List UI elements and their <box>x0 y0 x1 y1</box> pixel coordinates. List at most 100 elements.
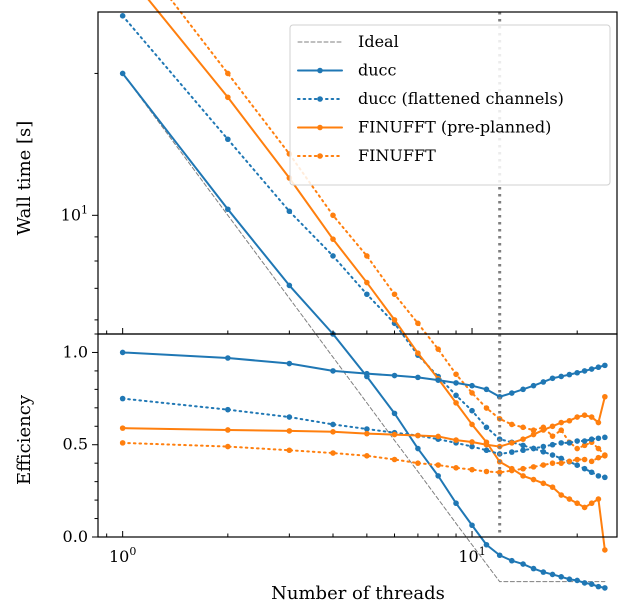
data-point-wall-time-1-6 <box>415 445 421 452</box>
data-point-wall-time-1-22 <box>595 583 602 590</box>
data-point-efficiency-0-5 <box>391 372 398 379</box>
data-point-wall-time-1-19 <box>574 577 580 584</box>
data-point-wall-time-4-20 <box>581 442 588 449</box>
data-point-efficiency-1-0 <box>119 395 126 402</box>
data-point-efficiency-2-8 <box>453 437 459 443</box>
data-point-efficiency-3-16 <box>549 460 556 466</box>
data-point-wall-time-3-9 <box>469 421 475 428</box>
legend-label-4: FINUFFT <box>358 146 436 165</box>
data-point-efficiency-3-8 <box>453 465 459 471</box>
data-point-wall-time-4-14 <box>530 427 537 434</box>
data-point-efficiency-3-20 <box>581 456 588 463</box>
data-point-wall-time-2-3 <box>330 253 336 259</box>
data-point-wall-time-1-7 <box>435 473 441 479</box>
data-point-wall-time-4-16 <box>549 433 556 439</box>
data-point-wall-time-2-8 <box>453 392 459 399</box>
data-point-efficiency-0-3 <box>330 368 336 374</box>
data-point-efficiency-0-18 <box>566 371 573 378</box>
data-point-wall-time-2-22 <box>595 473 602 479</box>
data-point-efficiency-3-14 <box>530 464 537 470</box>
data-point-wall-time-3-21 <box>588 500 595 507</box>
data-point-efficiency-0-7 <box>435 377 441 383</box>
data-point-wall-time-2-15 <box>540 448 547 455</box>
legend-marker-1 <box>317 67 323 74</box>
data-point-efficiency-2-9 <box>469 439 475 445</box>
series-line-efficiency-2 <box>121 395 606 448</box>
data-point-efficiency-0-1 <box>225 355 231 361</box>
axes-frame-efficiency <box>97 333 618 538</box>
data-point-efficiency-1-15 <box>540 443 547 450</box>
legend-marker-2 <box>317 96 323 102</box>
data-point-efficiency-2-22 <box>595 419 602 426</box>
x-axis-label: Number of threads <box>271 583 445 604</box>
data-point-wall-time-2-13 <box>520 442 526 449</box>
y-tick-label-efficiency-0: 0.0 <box>63 527 88 546</box>
data-point-efficiency-0-15 <box>540 379 547 385</box>
data-point-wall-time-4-3 <box>330 212 336 219</box>
data-point-wall-time-3-1 <box>225 94 231 101</box>
data-point-wall-time-1-14 <box>530 565 537 572</box>
data-point-wall-time-4-12 <box>509 421 515 428</box>
data-point-efficiency-1-18 <box>566 440 573 446</box>
data-point-wall-time-2-21 <box>588 469 595 476</box>
data-point-efficiency-3-0 <box>119 440 126 446</box>
data-point-efficiency-3-9 <box>469 466 475 473</box>
data-point-wall-time-2-1 <box>225 136 231 143</box>
data-point-wall-time-4-7 <box>435 346 441 352</box>
data-point-efficiency-0-6 <box>415 374 421 381</box>
data-point-wall-time-3-16 <box>549 484 556 490</box>
data-point-efficiency-1-19 <box>574 438 580 444</box>
data-point-wall-time-3-15 <box>540 480 547 487</box>
data-point-efficiency-0-20 <box>581 368 588 374</box>
data-point-wall-time-2-2 <box>286 208 293 215</box>
data-point-wall-time-3-3 <box>330 236 336 242</box>
data-point-wall-time-3-6 <box>415 350 421 356</box>
data-point-efficiency-1-9 <box>469 443 475 450</box>
data-point-efficiency-1-1 <box>225 406 231 413</box>
data-point-efficiency-3-4 <box>364 453 370 459</box>
data-point-efficiency-2-0 <box>119 425 126 431</box>
data-point-wall-time-1-15 <box>540 569 547 575</box>
data-point-efficiency-2-10 <box>483 441 490 448</box>
data-point-efficiency-1-4 <box>364 426 370 432</box>
y-tick-label-efficiency-2: 1.0 <box>63 342 88 361</box>
data-point-wall-time-2-0 <box>119 13 126 19</box>
data-point-wall-time-3-19 <box>574 500 580 507</box>
wall-time-panel: 101 Ideal ducc ducc (flattened channels) FIN… <box>61 0 618 591</box>
data-point-wall-time-1-16 <box>549 571 556 578</box>
data-point-efficiency-3-12 <box>509 467 515 474</box>
data-point-efficiency-2-13 <box>520 436 526 442</box>
data-point-wall-time-3-20 <box>581 504 588 511</box>
data-point-efficiency-2-14 <box>530 431 537 438</box>
data-point-wall-time-3-18 <box>566 496 573 502</box>
data-point-efficiency-2-16 <box>549 423 556 430</box>
data-point-wall-time-4-19 <box>574 445 580 452</box>
data-point-wall-time-2-16 <box>549 452 556 458</box>
data-point-wall-time-3-14 <box>530 476 537 483</box>
data-point-efficiency-2-12 <box>509 440 515 446</box>
data-point-wall-time-1-20 <box>581 580 588 586</box>
data-point-efficiency-3-17 <box>558 460 565 466</box>
data-point-efficiency-0-8 <box>453 380 459 386</box>
data-point-efficiency-1-13 <box>520 447 526 454</box>
data-point-efficiency-3-15 <box>540 462 547 468</box>
data-point-wall-time-4-8 <box>453 371 459 378</box>
y-axis-label-wall-time: Wall time [s] <box>14 121 35 236</box>
data-point-efficiency-0-4 <box>364 370 370 377</box>
data-point-efficiency-2-6 <box>415 432 421 439</box>
data-point-efficiency-1-17 <box>558 440 565 446</box>
data-point-wall-time-1-11 <box>496 552 503 559</box>
data-point-efficiency-0-10 <box>483 386 490 393</box>
data-point-wall-time-4-5 <box>391 291 398 298</box>
data-point-efficiency-1-23 <box>602 434 608 441</box>
data-point-efficiency-1-14 <box>530 445 537 452</box>
data-point-wall-time-4-13 <box>520 424 526 431</box>
data-point-wall-time-4-17 <box>558 427 565 434</box>
data-point-efficiency-3-22 <box>595 454 602 461</box>
data-point-efficiency-1-21 <box>588 436 595 442</box>
data-point-efficiency-2-20 <box>581 412 588 419</box>
data-point-wall-time-1-0 <box>119 70 126 77</box>
legend: Ideal ducc ducc (flattened channels) FINUFF… <box>289 24 611 186</box>
legend-marker-3 <box>317 124 323 131</box>
data-point-efficiency-0-0 <box>119 349 126 356</box>
